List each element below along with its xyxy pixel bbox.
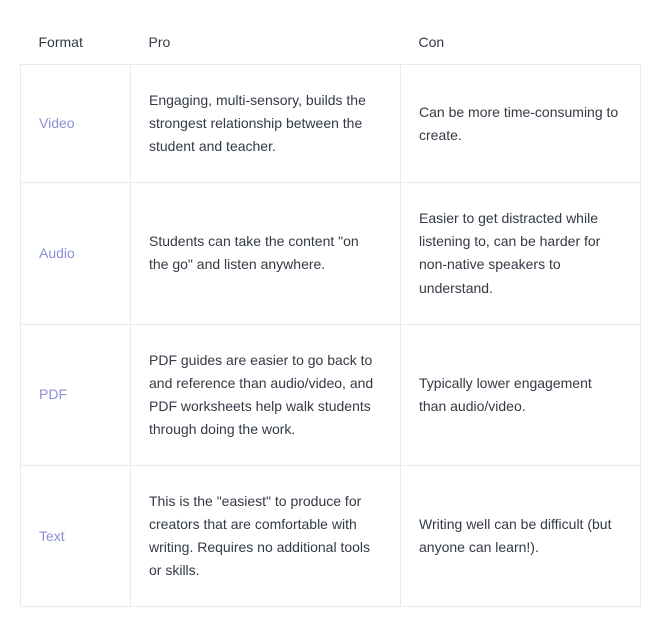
- format-cell: Video: [21, 65, 131, 183]
- con-cell: Easier to get distracted while listening…: [401, 183, 641, 324]
- pro-cell: PDF guides are easier to go back to and …: [131, 324, 401, 465]
- column-header-pro: Pro: [131, 20, 401, 65]
- format-comparison-table: Format Pro Con Video Engaging, multi-sen…: [20, 20, 640, 607]
- column-header-format: Format: [21, 20, 131, 65]
- comparison-table: Format Pro Con Video Engaging, multi-sen…: [20, 20, 641, 607]
- format-cell: Text: [21, 466, 131, 607]
- format-cell: PDF: [21, 324, 131, 465]
- table-row: Video Engaging, multi-sensory, builds th…: [21, 65, 641, 183]
- pro-cell: This is the "easiest" to produce for cre…: [131, 466, 401, 607]
- con-cell: Writing well can be difficult (but anyon…: [401, 466, 641, 607]
- column-header-con: Con: [401, 20, 641, 65]
- format-link-pdf[interactable]: PDF: [39, 386, 67, 402]
- format-link-text[interactable]: Text: [39, 528, 65, 544]
- con-cell: Typically lower engagement than audio/vi…: [401, 324, 641, 465]
- table-row: Audio Students can take the content "on …: [21, 183, 641, 324]
- format-link-audio[interactable]: Audio: [39, 245, 75, 261]
- format-link-video[interactable]: Video: [39, 115, 75, 131]
- pro-cell: Students can take the content "on the go…: [131, 183, 401, 324]
- table-header-row: Format Pro Con: [21, 20, 641, 65]
- format-cell: Audio: [21, 183, 131, 324]
- table-row: Text This is the "easiest" to produce fo…: [21, 466, 641, 607]
- pro-cell: Engaging, multi-sensory, builds the stro…: [131, 65, 401, 183]
- con-cell: Can be more time-consuming to create.: [401, 65, 641, 183]
- table-row: PDF PDF guides are easier to go back to …: [21, 324, 641, 465]
